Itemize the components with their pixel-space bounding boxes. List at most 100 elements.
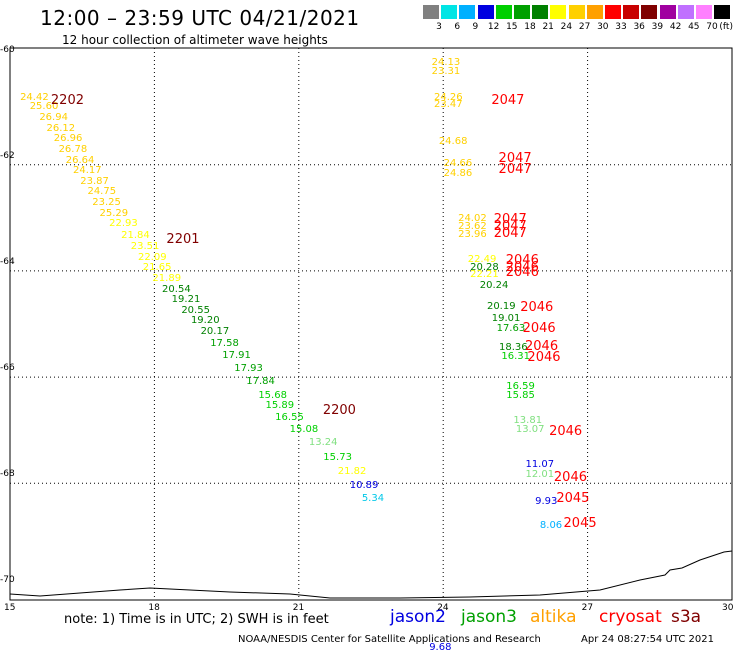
satellite-legend-item: altika bbox=[530, 607, 577, 627]
wave-height-label: 17.58 bbox=[210, 338, 239, 350]
colorbar-swatch bbox=[550, 5, 567, 19]
wave-height-label: 24.17 bbox=[73, 165, 102, 177]
wave-height-label: 16.55 bbox=[275, 412, 304, 424]
wave-height-label: 13.24 bbox=[308, 437, 338, 449]
wave-height-label: 22.93 bbox=[109, 218, 138, 230]
y-axis-tick-label: -62 bbox=[0, 150, 15, 161]
wave-height-label: 23.96 bbox=[458, 229, 487, 241]
colorbar-label: 39 bbox=[651, 22, 664, 32]
x-axis-tick-label: 24 bbox=[437, 603, 449, 613]
colorbar-swatch bbox=[441, 5, 458, 19]
pass-time-label: 2046 bbox=[527, 349, 561, 365]
footer-credit: NOAA/NESDIS Center for Satellite Applica… bbox=[238, 634, 541, 645]
x-axis-tick-label: 15 bbox=[4, 603, 16, 613]
pass-time-label: 2047 bbox=[491, 93, 525, 108]
wave-height-label: 23.62 bbox=[458, 221, 487, 233]
wave-height-label: 8.06 bbox=[539, 519, 563, 531]
pass-time-label: 2045 bbox=[556, 491, 590, 507]
coastline bbox=[9, 550, 733, 599]
colorbar-label: 15 bbox=[506, 22, 518, 32]
pass-time-label: 2047 bbox=[493, 225, 527, 241]
wave-height-label: 15.73 bbox=[323, 451, 352, 463]
pass-time-label: 2046 bbox=[522, 321, 556, 337]
wave-height-label: 22.21 bbox=[470, 269, 499, 281]
wave-height-label: 24.75 bbox=[87, 186, 117, 198]
colorbar-swatch bbox=[623, 5, 640, 19]
wave-height-label: 25.29 bbox=[99, 207, 129, 219]
wave-height-label: 15.08 bbox=[289, 424, 319, 436]
wave-height-label: 20.55 bbox=[181, 304, 210, 316]
wave-height-label: 24.02 bbox=[458, 212, 487, 224]
wave-height-label: 18.36 bbox=[498, 341, 528, 353]
map-frame bbox=[9, 47, 733, 601]
pass-time-label: 2046 bbox=[505, 259, 539, 275]
pass-time-label: 2202 bbox=[50, 93, 84, 108]
wave-height-label: 20.54 bbox=[162, 283, 191, 295]
wave-height-label: 20.28 bbox=[470, 262, 499, 274]
colorbar-swatch bbox=[714, 5, 731, 19]
footer-timestamp: Apr 24 08:27:54 UTC 2021 bbox=[581, 634, 714, 645]
colorbar-label: 18 bbox=[524, 22, 536, 32]
wave-height-label: 10.89 bbox=[349, 479, 379, 491]
colorbar-label: 36 bbox=[633, 22, 645, 32]
colorbar-swatch bbox=[459, 5, 476, 19]
pass-time-label: 2047 bbox=[493, 218, 527, 234]
pass-time-label: 2047 bbox=[493, 211, 527, 227]
satellite-legend-item: s3a bbox=[671, 607, 702, 627]
colorbar-swatch bbox=[568, 5, 585, 19]
wave-height-label: 17.93 bbox=[234, 363, 263, 375]
wave-height-label: 9.68 bbox=[429, 641, 452, 653]
wave-height-label: 23.25 bbox=[92, 196, 121, 208]
wave-height-label: 26.64 bbox=[65, 154, 95, 166]
colorbar-swatch bbox=[677, 5, 694, 19]
pass-time-label: 2046 bbox=[553, 469, 587, 485]
wave-height-label: 21.84 bbox=[121, 230, 150, 242]
pass-time-label: 2047 bbox=[498, 162, 532, 177]
pass-time-label: 2045 bbox=[563, 516, 597, 532]
pass-time-label: 2201 bbox=[166, 232, 200, 248]
colorbar-label: 9 bbox=[472, 22, 479, 32]
wave-height-label: 22.09 bbox=[137, 251, 167, 263]
satellite-legend-item: jason2 bbox=[390, 607, 446, 627]
wave-height-label: 17.63 bbox=[496, 323, 526, 335]
wave-height-label: 19.21 bbox=[171, 294, 201, 306]
wave-height-label: 23.47 bbox=[434, 99, 463, 111]
pass-time-label: 2046 bbox=[549, 424, 583, 440]
wave-height-label: 15.89 bbox=[265, 400, 295, 412]
wave-height-label: 24.42 bbox=[20, 91, 49, 103]
page-title: 12:00 – 23:59 UTC 04/21/2021 bbox=[40, 6, 360, 30]
colorbar-label: 42 bbox=[669, 22, 682, 32]
colorbar-label: 3 bbox=[436, 22, 442, 32]
colorbar-swatch bbox=[605, 5, 621, 19]
wave-height-label: 23.31 bbox=[431, 65, 461, 77]
y-axis-tick-label: -68 bbox=[0, 469, 15, 480]
wave-height-label: 20.19 bbox=[486, 301, 516, 312]
wave-height-label: 11.07 bbox=[525, 458, 555, 470]
wave-height-label: 13.07 bbox=[515, 424, 545, 436]
y-axis-tick-label: -66 bbox=[0, 363, 15, 374]
wave-height-label: 9.93 bbox=[535, 495, 558, 507]
x-axis-tick-label: 21 bbox=[292, 603, 305, 613]
wave-height-label: 26.96 bbox=[53, 133, 83, 145]
wave-height-label: 21.82 bbox=[337, 465, 367, 477]
x-axis-tick-label: 18 bbox=[148, 603, 160, 613]
colorbar-swatch bbox=[477, 5, 494, 19]
colorbar-swatch bbox=[495, 5, 512, 19]
wave-height-label: 21.65 bbox=[142, 262, 172, 274]
wave-height-label: 17.91 bbox=[222, 349, 251, 361]
x-axis-tick-label: 30 bbox=[722, 603, 734, 613]
wave-height-label: 5.34 bbox=[361, 493, 385, 505]
wave-height-label: 24.68 bbox=[438, 136, 468, 148]
colorbar-label: 12 bbox=[487, 22, 500, 32]
wave-height-label: 16.59 bbox=[506, 380, 535, 392]
colorbar-swatch bbox=[423, 5, 439, 19]
colorbar-label: 27 bbox=[578, 22, 591, 32]
pass-time-label: 2200 bbox=[322, 402, 356, 418]
wave-height-label: 24.66 bbox=[443, 157, 473, 169]
colorbar-label: 70 bbox=[706, 22, 718, 32]
y-axis-tick-label: -70 bbox=[0, 575, 15, 586]
pass-time-label: 2047 bbox=[498, 151, 532, 167]
wave-height-label: 26.94 bbox=[39, 112, 68, 124]
pass-time-label: 2046 bbox=[520, 300, 554, 315]
